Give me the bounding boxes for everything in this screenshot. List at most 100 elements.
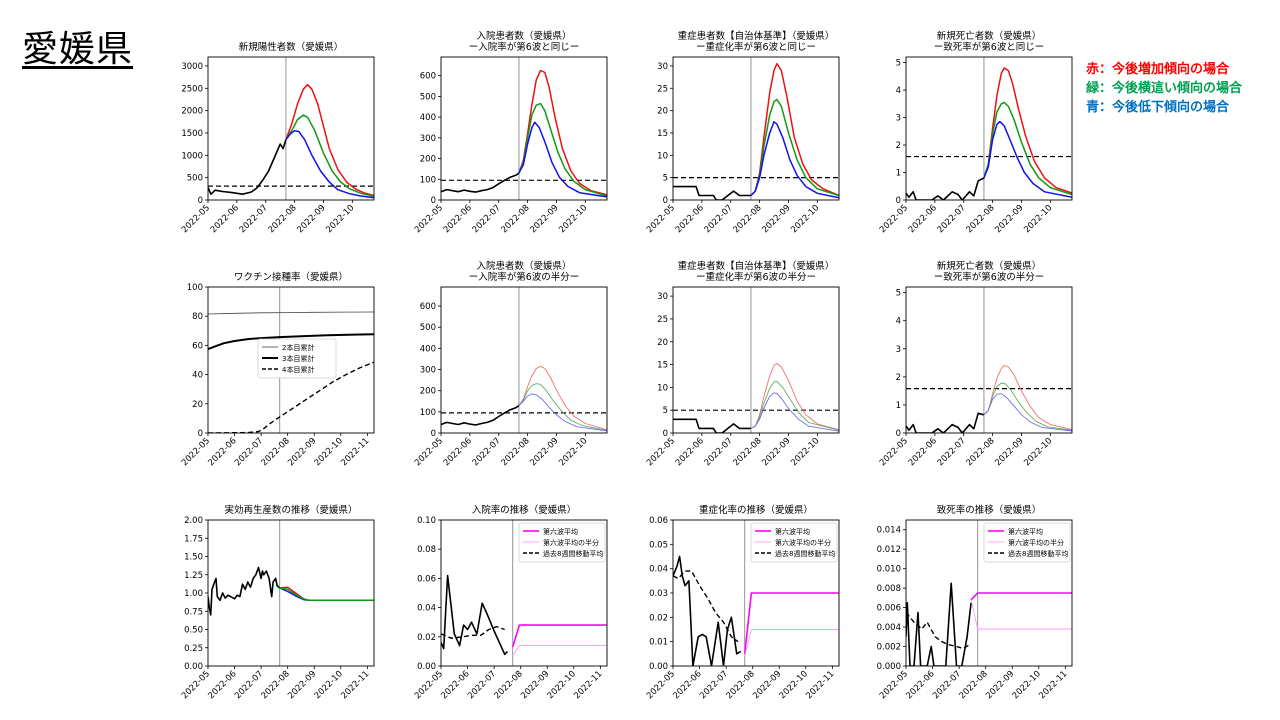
series-line-actual <box>673 555 742 666</box>
chart-title: ー致死率が第6波と同じー <box>934 41 1045 53</box>
plot-area <box>441 520 607 666</box>
y-tick-label: 100 <box>187 283 203 293</box>
plot-area <box>906 287 1072 433</box>
y-tick-label: 0.000 <box>877 662 901 672</box>
series-line-red <box>983 67 1072 194</box>
y-tick-label: 200 <box>420 155 436 165</box>
chart-title: ー重症化率が第6波と同じー <box>696 41 816 53</box>
series-line-blue-thin <box>518 393 607 432</box>
series-line-magenta-thin <box>970 599 1072 630</box>
plot-frame <box>440 56 608 201</box>
y-tick-label: 0.25 <box>184 644 203 654</box>
y-tick-label: 0.04 <box>649 565 668 575</box>
chart-hosp-half: 入院患者数（愛媛県）ー入院率が第6波の半分ー 0 100 200 300 400 500 60… <box>413 260 608 468</box>
x-tick-label: 2022-10 <box>1022 436 1054 468</box>
x-tick-label: 2022-06 <box>674 436 706 468</box>
plot-frame <box>440 286 608 434</box>
legend-label: 第六波平均 <box>775 527 810 536</box>
plot-area <box>441 57 607 200</box>
x-tick-label: 2022-07 <box>698 669 730 701</box>
y-tick-label: 0.006 <box>877 604 901 614</box>
scenario-legend: 赤：今後増加傾向の場合 緑：今後横這い傾向の場合 青：今後低下傾向の場合 <box>1086 60 1242 117</box>
y-tick-label: 3 <box>896 114 901 124</box>
x-tick-label: 2022-05 <box>413 669 445 701</box>
x-tick-label: 2022-11 <box>339 436 371 468</box>
series-line-actual <box>441 574 508 656</box>
series-line-magenta <box>970 592 1072 601</box>
x-tick-label: 2022-08 <box>500 436 532 468</box>
y-tick-label: 25 <box>657 315 668 325</box>
series-line-red <box>750 62 839 197</box>
chart-title: 実効再生産数の推移（愛媛県） <box>224 504 357 516</box>
y-tick-label: 200 <box>420 387 436 397</box>
chart-title: ー入院率が第6波と同じー <box>469 41 580 53</box>
x-tick-label: 2022-06 <box>206 669 238 701</box>
x-tick-label: 2022-06 <box>209 203 241 235</box>
x-tick-label: 2022-07 <box>936 436 968 468</box>
series-line-green <box>285 114 374 198</box>
chart-rt: 実効再生産数の推移（愛媛県） 0.00 0.25 0.50 0.75 1.00 1.25 1.… <box>180 504 375 701</box>
x-tick-label: 2022-10 <box>789 436 821 468</box>
x-tick-label: 2022-09 <box>760 436 792 468</box>
series-line-green-thin <box>983 382 1072 431</box>
chart-title: 入院率の推移（愛媛県） <box>472 504 577 516</box>
series-line-blue-thin <box>750 392 839 432</box>
y-tick-label: 3000 <box>181 62 203 72</box>
y-tick-label: 0.004 <box>877 623 901 633</box>
y-tick-label: 0.06 <box>649 516 668 526</box>
x-tick-label: 2022-05 <box>180 203 212 235</box>
y-tick-label: 1 <box>896 401 901 411</box>
y-tick-label: 20 <box>192 400 203 410</box>
series-line-dashed <box>441 625 505 639</box>
series-line-actual <box>208 566 281 616</box>
chart-title: 重症化率の推移（愛媛県） <box>699 504 813 516</box>
plot-area <box>208 520 374 666</box>
x-tick-label: 2022-08 <box>965 436 997 468</box>
y-tick-label: 10 <box>657 151 668 161</box>
x-tick-label: 2022-11 <box>339 669 371 701</box>
x-tick-label: 2022-06 <box>442 436 474 468</box>
y-tick-label: 0 <box>198 196 203 206</box>
x-tick-label: 2022-10 <box>1022 203 1054 235</box>
series-line-green <box>279 587 374 602</box>
x-tick-label: 2022-09 <box>528 203 560 235</box>
chart-title: 新規死亡者数（愛媛県） <box>937 260 1042 272</box>
chart-deaths-same: 新規死亡者数（愛媛県）ー致死率が第6波と同じー0123452022-052022… <box>878 30 1073 235</box>
y-tick-label: 2500 <box>181 84 203 94</box>
y-tick-label: 0.010 <box>877 565 901 575</box>
y-tick-label: 300 <box>420 366 436 376</box>
y-tick-label: 100 <box>420 175 436 185</box>
x-tick-label: 2022-07 <box>471 203 503 235</box>
y-tick-label: 1000 <box>181 151 203 161</box>
series-line-dashed <box>906 612 971 650</box>
x-tick-label: 2022-10 <box>1011 669 1043 701</box>
y-tick-label: 0.01 <box>649 638 668 648</box>
y-tick-label: 20 <box>657 338 668 348</box>
chart-vaccine: ワクチン接種率（愛媛県）0204060801002022-052022-0620… <box>180 271 375 468</box>
legend-label: 第六波平均 <box>543 527 578 536</box>
series-line-blue <box>285 129 374 199</box>
x-tick-label: 2022-08 <box>732 436 764 468</box>
y-tick-label: 2 <box>896 373 901 383</box>
y-tick-label: 100 <box>420 408 436 418</box>
x-tick-label: 2022-07 <box>703 203 735 235</box>
legend-label: 第六波平均の半分 <box>1008 538 1064 547</box>
y-tick-label: 0.08 <box>417 545 436 555</box>
x-tick-label: 2022-05 <box>180 669 212 701</box>
chart-title: 重症患者数【自治体基準】（愛媛県） <box>678 30 835 42</box>
x-tick-label: 2022-10 <box>557 203 589 235</box>
x-tick-label: 2022-06 <box>674 203 706 235</box>
y-tick-label: 0.10 <box>417 516 436 526</box>
x-tick-label: 2022-10 <box>313 669 345 701</box>
chart-title: 新規死亡者数（愛媛県） <box>937 30 1042 42</box>
y-tick-label: 0.014 <box>877 526 901 536</box>
y-tick-label: 5 <box>896 289 901 299</box>
x-tick-label: 2022-06 <box>442 203 474 235</box>
y-tick-label: 0.02 <box>417 633 436 643</box>
y-tick-label: 400 <box>420 113 436 123</box>
y-tick-label: 600 <box>420 302 436 312</box>
x-tick-label: 2022-09 <box>984 669 1016 701</box>
plot-frame <box>672 286 840 434</box>
chart-title: 入院患者数（愛媛県） <box>476 260 571 272</box>
